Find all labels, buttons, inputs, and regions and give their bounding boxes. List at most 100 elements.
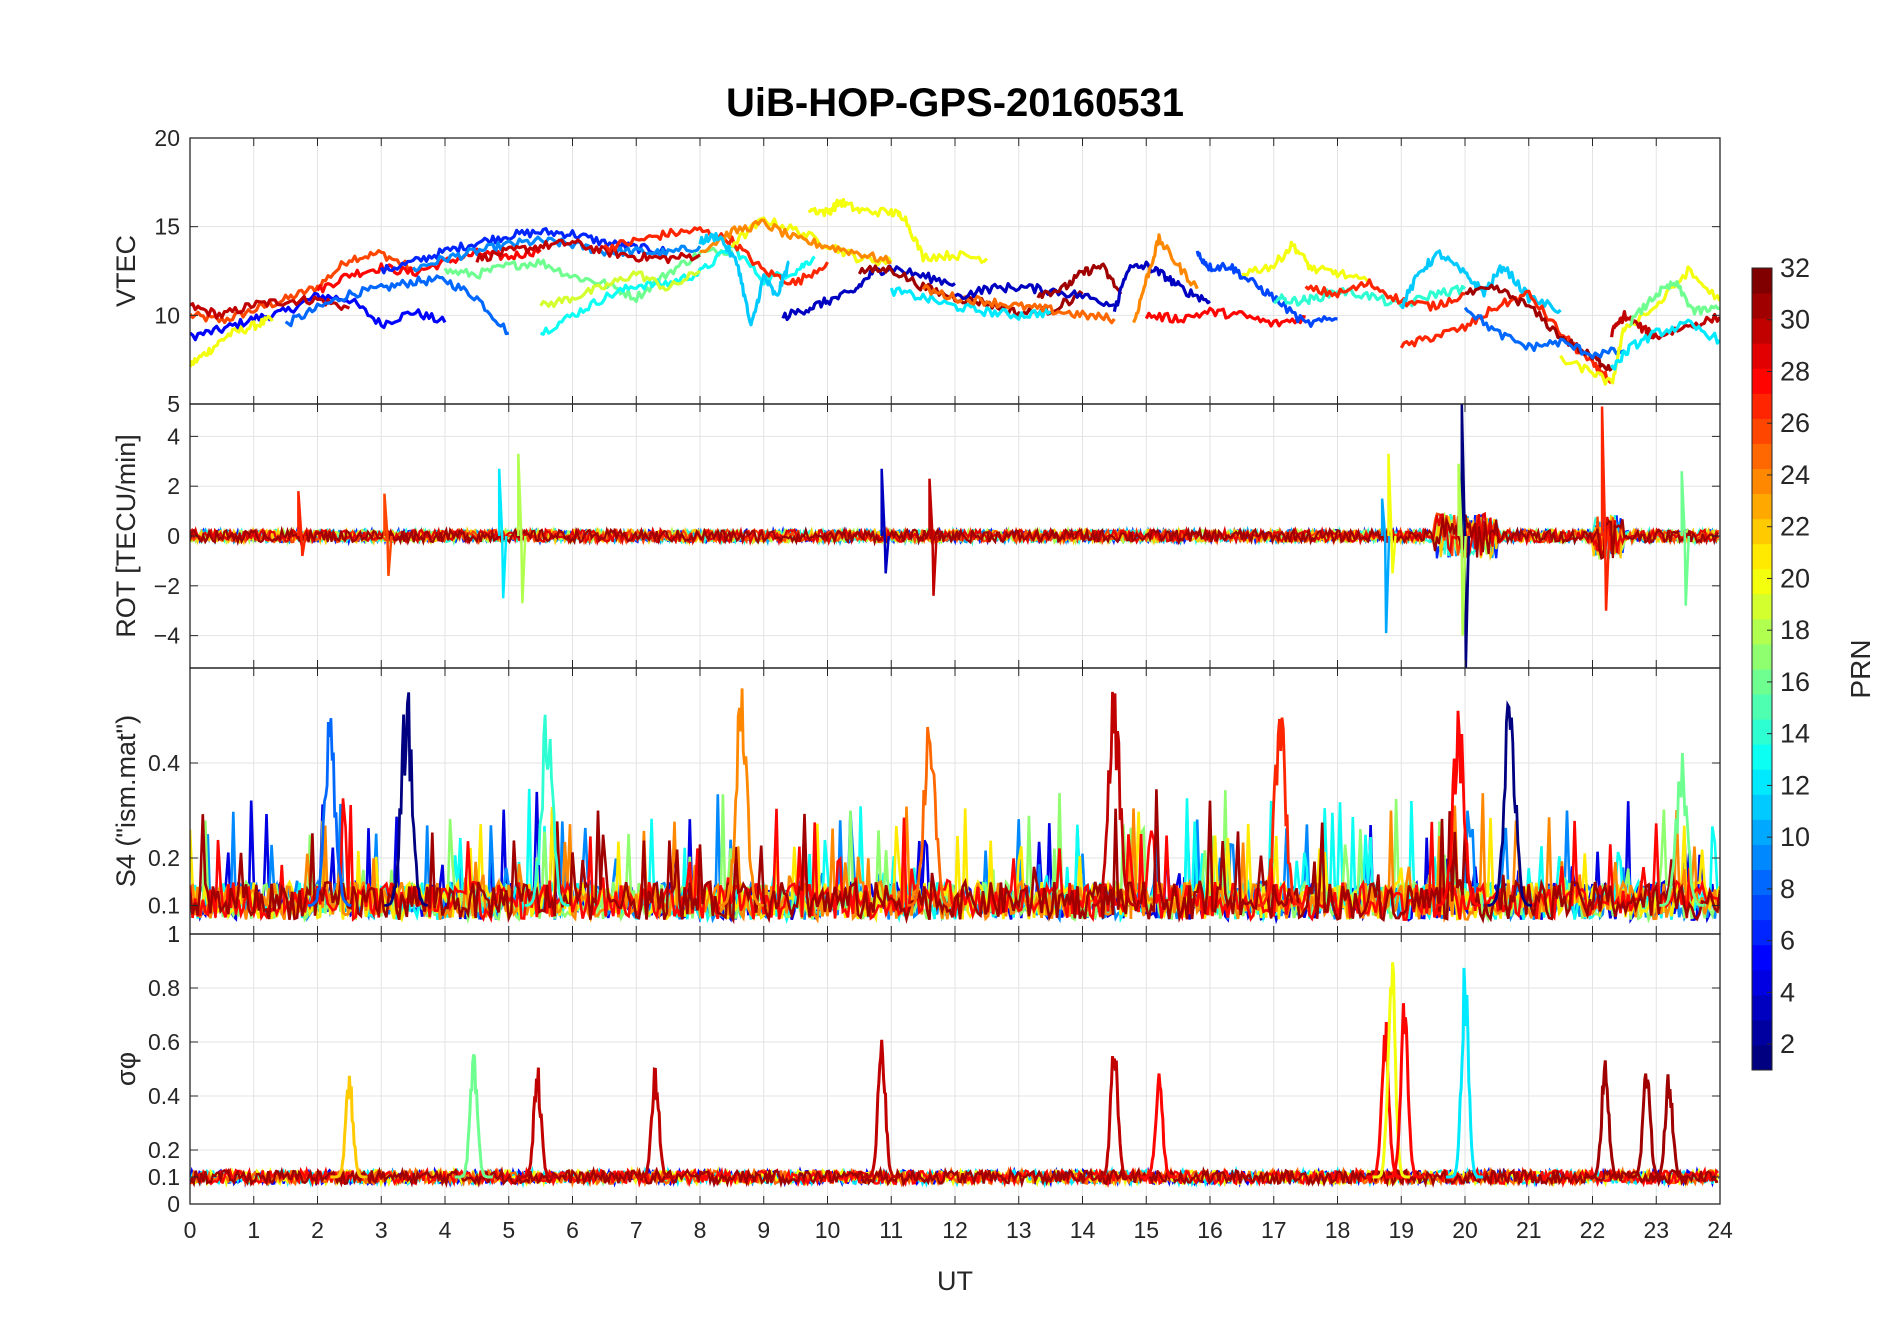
vtec-series-prn-24 <box>1132 233 1199 324</box>
x-tick-label: 15 <box>1133 1217 1159 1243</box>
colorbar-swatch <box>1752 794 1772 820</box>
panel-4: 00.10.2 0.4 0.6 0.8 1 σφ <box>111 921 1721 1217</box>
s4-peak-prn-1 <box>384 692 428 907</box>
x-tick-label: 24 <box>1707 1217 1733 1243</box>
y-tick-label: 0.2 <box>148 845 180 871</box>
vtec-series-prn-3 <box>954 282 1115 308</box>
x-tick-label: 6 <box>566 1217 579 1243</box>
colorbar-swatch <box>1752 343 1772 369</box>
colorbar-tick-label: 12 <box>1780 770 1810 800</box>
rot-spike-prn-16 <box>1680 471 1690 606</box>
x-tick-label: 18 <box>1325 1217 1351 1243</box>
colorbar-swatch <box>1752 1044 1772 1071</box>
sigma-peak-prn-31 <box>1586 1060 1624 1179</box>
rot-spike-prn-20 <box>1387 453 1397 574</box>
y-tick-label: −4 <box>154 623 180 649</box>
colorbar-swatch <box>1752 744 1772 770</box>
x-tick-label: 17 <box>1261 1217 1287 1243</box>
colorbar-swatch <box>1752 268 1772 294</box>
vtec-series-prn-3 <box>781 264 956 322</box>
vtec-series-prn-8 <box>284 274 510 336</box>
colorbar-swatch <box>1752 869 1772 896</box>
colorbar-swatch <box>1752 568 1772 595</box>
s4-series-prn-28 <box>190 798 1720 923</box>
sigma-peak-prn-28 <box>1139 1073 1178 1179</box>
y-tick-label: 0.8 <box>148 975 180 1001</box>
rot-spike-prn-30 <box>928 478 938 596</box>
x-tick-label: 22 <box>1580 1217 1606 1243</box>
vtec-series-prn-12 <box>1610 318 1720 371</box>
rot-spike-prn-27 <box>297 491 307 557</box>
colorbar-tick-label: 26 <box>1780 408 1810 438</box>
x-axis-ticks: 0 1 2 3 4 5 6 7 8 9 10 11 12 13 14 15 16 17 18 19 20 21 22 23 24 <box>184 1217 1733 1243</box>
vtec-series-prn-20 <box>1241 240 1371 285</box>
colorbar-swatch <box>1752 418 1772 444</box>
colorbar-label: PRN <box>1845 639 1876 698</box>
panel-1: 10 15 20 VTEC <box>111 125 1721 405</box>
s4-peak-prn-8 <box>307 718 352 907</box>
y-tick-label: 20 <box>154 125 180 151</box>
rot-spike-prn-27 <box>1600 406 1611 611</box>
s4-peak-prn-16 <box>1659 753 1705 907</box>
sigma-peak-prn-30 <box>636 1067 675 1179</box>
panel-1-y-label: VTEC <box>111 235 141 307</box>
rot-spike-prn-10 <box>1380 498 1391 634</box>
panel-4-grid <box>189 933 1721 1205</box>
colorbar-tick-label: 16 <box>1780 667 1810 697</box>
vtec-series-prn-8 <box>1463 306 1625 360</box>
vtec-series-prn-27 <box>1304 278 1466 312</box>
x-tick-label: 5 <box>502 1217 515 1243</box>
colorbar-swatch <box>1752 393 1772 419</box>
vtec-series-prn-16 <box>443 246 734 304</box>
panel-3: 0.1 0.2 0.4 1 S4 ("ism.mat") <box>111 667 1721 947</box>
y-tick-label: 0 <box>167 1191 180 1217</box>
vtec-series-prn-16 <box>1629 280 1720 327</box>
colorbar-swatch <box>1752 694 1772 720</box>
sigma-peak-prn-28 <box>1385 1003 1423 1179</box>
y-tick-label: 5 <box>167 391 180 417</box>
vtec-series-prn-20 <box>807 197 989 264</box>
x-tick-label: 21 <box>1516 1217 1542 1243</box>
colorbar-swatch <box>1752 618 1772 645</box>
sigma-peak-prn-16 <box>454 1053 493 1179</box>
colorbar-swatch <box>1752 593 1772 620</box>
colorbar-swatch <box>1752 819 1772 845</box>
vtec-series-prn-26 <box>190 249 414 325</box>
y-tick-label: 0.1 <box>148 893 180 919</box>
vtec-series-prn-30 <box>475 238 701 265</box>
colorbar-swatch <box>1752 293 1772 319</box>
chart-title: UiB-HOP-GPS-20160531 <box>726 81 1184 125</box>
s4-peak-prn-27 <box>1257 717 1303 907</box>
colorbar-tick-label: 2 <box>1780 1029 1795 1059</box>
panel-2-y-label: ROT [TECU/min] <box>111 434 141 638</box>
rot-series-prn-31 <box>190 514 1720 561</box>
y-tick-label: 0.1 <box>148 1164 180 1190</box>
sigma-peak-prn-30 <box>862 1039 900 1179</box>
panel-4-data <box>190 962 1720 1189</box>
s4-peak-prn-24 <box>718 688 764 907</box>
vtec-series-prn-14 <box>1273 284 1467 309</box>
rot-spike-prn-26 <box>383 493 393 576</box>
panel-2: −4 −2 0 2 4 5 ROT [TECU/min] <box>111 391 1721 669</box>
sigma-peak-prn-31 <box>1649 1074 1688 1179</box>
s4-peak-prn-28 <box>1436 710 1482 907</box>
x-tick-label: 16 <box>1197 1217 1223 1243</box>
colorbar-swatch <box>1752 919 1772 946</box>
colorbar-swatch <box>1752 969 1772 996</box>
y-tick-label: 0 <box>167 523 180 549</box>
y-tick-label: 15 <box>154 214 180 240</box>
colorbar-tick-label: 28 <box>1780 356 1810 386</box>
colorbar-swatch <box>1752 1019 1772 1046</box>
colorbar-tick-label: 30 <box>1780 305 1810 335</box>
colorbar-tick-label: 14 <box>1780 719 1810 749</box>
sigma-peak-prn-30 <box>1095 1056 1133 1179</box>
vtec-series-prn-28 <box>316 247 542 294</box>
colorbar-swatch <box>1752 318 1772 344</box>
colorbar-tick-label: 20 <box>1780 563 1810 593</box>
rot-spike-prn-3 <box>880 468 890 574</box>
x-tick-label: 12 <box>942 1217 968 1243</box>
y-tick-label: 0.6 <box>148 1029 180 1055</box>
x-tick-label: 13 <box>1006 1217 1032 1243</box>
colorbar-swatch <box>1752 518 1772 545</box>
